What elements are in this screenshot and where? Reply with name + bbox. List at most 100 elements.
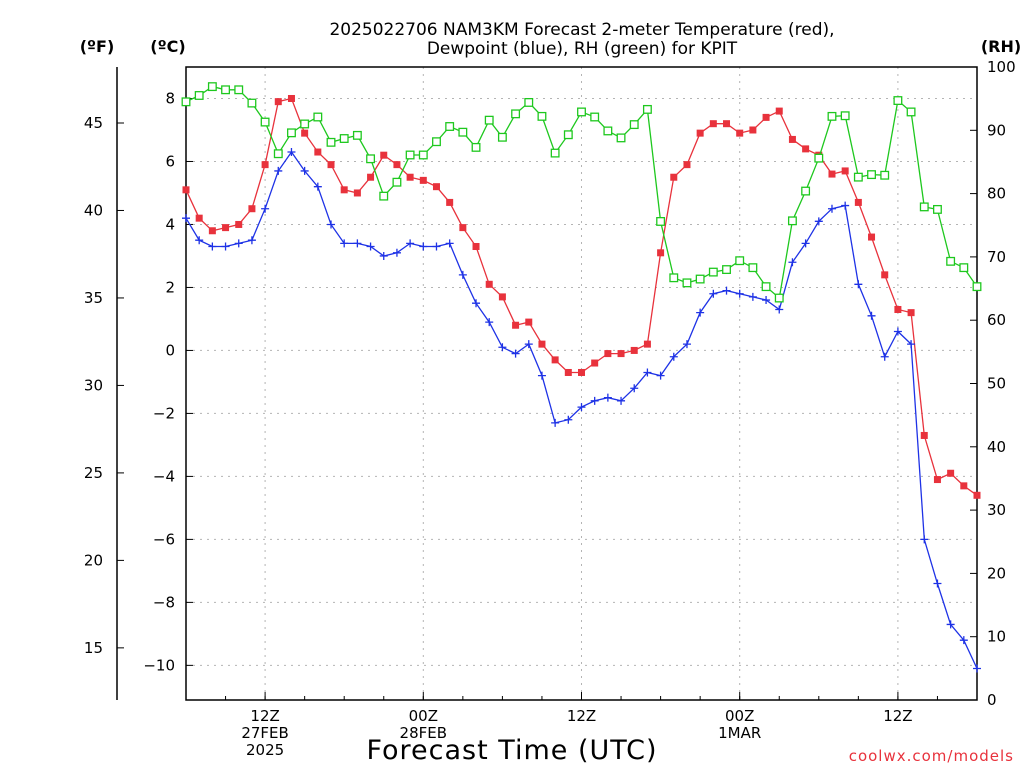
temperature-point (591, 359, 599, 367)
rh-point (181, 97, 191, 107)
temperature-point (459, 224, 467, 232)
rh-point (563, 130, 573, 140)
rh-point (300, 119, 310, 129)
dewpoint-point (959, 636, 968, 645)
dewpoint-point (274, 166, 283, 175)
rh-tick-label: 80 (987, 185, 1006, 203)
fahrenheit-tick-label: 30 (84, 376, 103, 394)
dewpoint-point (247, 236, 256, 245)
dewpoint-point (709, 289, 718, 298)
x-tick-label: 00Z (409, 707, 438, 725)
temperature-point (367, 173, 375, 181)
temperature-point (723, 120, 731, 128)
temperature-point (841, 167, 849, 175)
rh-point (880, 170, 890, 180)
x-tick-label: 12Z (883, 707, 912, 725)
dewpoint-point (656, 371, 665, 380)
rh-point (787, 216, 797, 226)
rh-point (867, 170, 876, 180)
x-tick-label: 27FEB (241, 724, 288, 742)
x-tick-label: 00Z (725, 707, 754, 725)
rh-point (708, 267, 718, 277)
axes: 15202530354045−10−8−6−4−2024680102030405… (84, 58, 1016, 759)
rh-point (972, 282, 982, 292)
temperature-point (973, 491, 981, 499)
x-tick-label: 2025 (246, 741, 284, 759)
temperature-point (314, 148, 322, 156)
x-tick-label: 28FEB (400, 724, 447, 742)
rh-tick-label: 30 (987, 501, 1006, 519)
rh-point (761, 282, 771, 292)
fahrenheit-unit-label: (ºF) (80, 37, 115, 56)
temperature-point (393, 161, 401, 169)
fahrenheit-tick-label: 40 (84, 201, 103, 219)
dewpoint-point (458, 270, 467, 279)
temperature-point (235, 220, 243, 228)
dewpoint-point (379, 251, 388, 260)
rh-point (946, 256, 956, 266)
temperature-point (617, 350, 625, 358)
celsius-tick-label: −8 (153, 593, 175, 611)
temperature-point (432, 183, 440, 191)
rh-point (511, 109, 521, 119)
rh-point (326, 137, 336, 147)
temperature-point (643, 340, 651, 348)
dewpoint-point (933, 579, 942, 588)
celsius-tick-label: 2 (165, 278, 175, 296)
dewpoint-point (524, 340, 533, 349)
celsius-unit-label: (ºC) (150, 37, 185, 56)
rh-point (629, 120, 639, 130)
dewpoint-point (696, 308, 705, 317)
temperature-point (802, 145, 810, 153)
celsius-tick-label: 8 (165, 89, 175, 107)
temperature-point (828, 170, 836, 178)
rh-point (919, 202, 929, 212)
dewpoint-point (195, 236, 204, 245)
dewpoint-point (287, 148, 296, 157)
dewpoint-point (432, 242, 441, 251)
temperature-point (485, 280, 493, 288)
dewpoint-point (841, 201, 850, 210)
temperature-point (854, 198, 862, 206)
temperature-point (894, 305, 902, 313)
dewpoint-point (208, 242, 217, 251)
temperature-point (657, 249, 665, 257)
rh-point (366, 154, 376, 164)
fahrenheit-tick-label: 45 (84, 114, 103, 132)
temperature-point (182, 186, 190, 194)
temperature-point (881, 271, 889, 279)
rh-tick-label: 0 (987, 691, 997, 709)
dewpoint-point (419, 242, 428, 251)
rh-point (774, 293, 784, 303)
dewpoint-point (946, 620, 955, 629)
dewpoint-point (485, 318, 494, 327)
temperature-point (630, 346, 638, 354)
rh-point (260, 117, 270, 127)
rh-point (273, 149, 283, 159)
rh-point (840, 111, 850, 121)
rh-point (484, 115, 494, 125)
dewpoint-point (313, 182, 322, 191)
rh-point (352, 130, 362, 140)
temperature-point (604, 350, 612, 358)
rh-point (497, 132, 507, 142)
temperature-point (538, 340, 546, 348)
temperature-point (709, 120, 717, 128)
rh-point (853, 172, 863, 182)
x-tick-label: 1MAR (718, 724, 761, 742)
rh-point (590, 112, 600, 122)
temperature-point (696, 129, 704, 137)
rh-point (194, 91, 204, 100)
dewpoint-point (234, 239, 243, 248)
temperature-point (274, 98, 282, 106)
dewpoint-point (472, 299, 481, 308)
celsius-tick-label: −2 (153, 404, 175, 422)
temperature-point (406, 173, 414, 181)
temperature-point (736, 129, 744, 137)
dewpoint-point (643, 368, 652, 377)
rh-tick-label: 40 (987, 438, 1006, 456)
dewpoint-point (511, 349, 520, 358)
dewpoint-point (682, 340, 691, 349)
dewpoint-point (353, 239, 362, 248)
